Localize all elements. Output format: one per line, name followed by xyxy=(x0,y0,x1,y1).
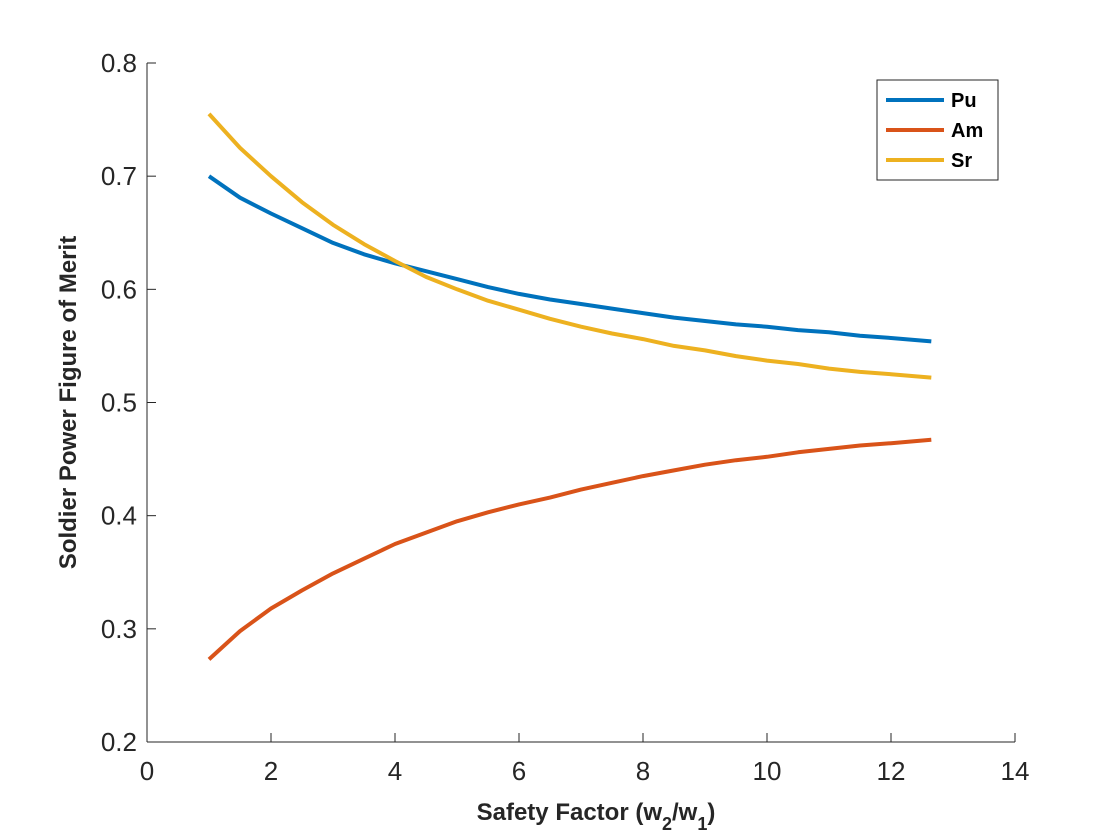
x-tick-label: 6 xyxy=(512,756,526,786)
x-tick-label: 4 xyxy=(388,756,402,786)
x-tick-label: 10 xyxy=(753,756,782,786)
series-layer xyxy=(207,112,932,661)
x-tick-label: 12 xyxy=(877,756,906,786)
y-axis-title: Soldier Power Figure of Merit xyxy=(55,236,82,569)
series-line-am xyxy=(207,437,932,661)
x-tick-label: 8 xyxy=(636,756,650,786)
plot-area xyxy=(147,63,1015,742)
y-tick-label: 0.5 xyxy=(101,388,137,418)
y-tick-label: 0.6 xyxy=(101,274,137,304)
legend: Pu Am Sr xyxy=(876,79,999,181)
y-tick-label: 0.7 xyxy=(101,161,137,191)
y-tick-label: 0.4 xyxy=(101,501,137,531)
legend-label-pu: Pu xyxy=(951,90,977,112)
series-line-pu xyxy=(207,174,932,344)
series-line-sr xyxy=(207,112,932,380)
x-axis-title-mid: /w xyxy=(672,799,698,826)
x-axis-title: Safety Factor (w2/w1) xyxy=(477,799,716,834)
x-axis-title-sub2: 1 xyxy=(697,814,707,834)
x-tick-label: 14 xyxy=(1001,756,1030,786)
legend-label-am: Am xyxy=(951,120,983,142)
x-axis-title-sub1: 2 xyxy=(662,814,672,834)
legend-label-sr: Sr xyxy=(951,150,972,172)
y-tick-label: 0.2 xyxy=(101,727,137,757)
x-tick-label: 0 xyxy=(140,756,154,786)
ticks: 0 2 4 6 8 10 12 14 0.2 0.3 0.4 0.5 0.6 0.7 0.8 xyxy=(101,48,1030,786)
y-tick-label: 0.3 xyxy=(101,614,137,644)
y-tick-label: 0.8 xyxy=(101,48,137,78)
x-axis-title-prefix: Safety Factor (w xyxy=(477,799,663,826)
x-tick-label: 2 xyxy=(264,756,278,786)
x-axis-title-suffix: ) xyxy=(707,799,715,826)
